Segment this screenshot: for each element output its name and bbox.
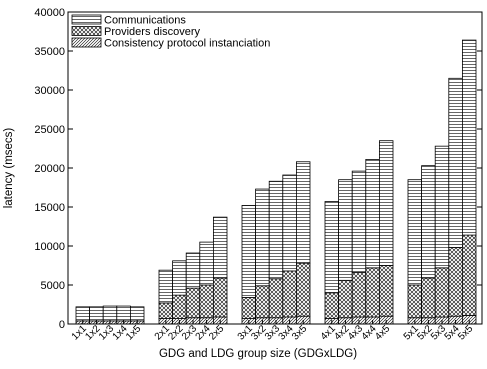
bar-segment-2x1-series-1	[158, 302, 174, 319]
bar-segment-2x3-series-2	[185, 252, 201, 289]
bar-segment-4x4-series-2	[365, 159, 380, 269]
plot-area	[75, 39, 477, 325]
x-tick-label: 5x5	[456, 323, 475, 342]
bar-segment-5x3-series-1	[434, 267, 450, 318]
y-tick-label: 15000	[34, 202, 65, 214]
legend-swatch	[71, 37, 102, 48]
legend-swatch	[71, 14, 102, 25]
bar-segment-4x4-series-1	[365, 267, 380, 318]
bar-segment-1x2-series-2	[89, 306, 104, 322]
bar-segment-5x4-series-1	[448, 247, 463, 317]
y-tick-label: 10000	[34, 241, 65, 253]
y-tick-label: 5000	[41, 280, 65, 292]
bar-segment-4x2-series-1	[338, 279, 353, 319]
bar-segment-1x4-series-2	[116, 305, 131, 322]
bar-segment-3x2-series-1	[255, 285, 270, 319]
bar-segment-3x3-series-2	[268, 180, 284, 280]
bar-segment-2x5-series-2	[212, 216, 228, 279]
bar-segment-3x2-series-2	[255, 188, 270, 287]
bar-segment-5x3-series-2	[434, 145, 450, 269]
bar-segment-3x5-series-2	[295, 161, 311, 264]
bar-segment-2x4-series-2	[199, 241, 214, 286]
bar-segment-2x2-series-1	[172, 294, 187, 319]
bar-segment-4x1-series-2	[324, 201, 340, 294]
y-tick-label: 25000	[34, 124, 65, 136]
bar-segment-3x5-series-1	[295, 262, 311, 317]
bar-segment-4x5-series-2	[378, 140, 394, 266]
y-tick-label: 20000	[34, 163, 65, 175]
bar-segment-5x5-series-1	[461, 234, 477, 316]
x-axis-title: GDG and LDG group size (GDGxLDG)	[159, 348, 357, 360]
bar-segment-1x3-series-2	[102, 305, 118, 322]
bar-segment-1x1-series-2	[75, 306, 91, 322]
bar-segment-5x1-series-1	[407, 284, 423, 319]
legend-label: Consistency protocol instanciation	[104, 38, 270, 50]
bar-segment-4x3-series-2	[351, 170, 367, 273]
x-tick-label: 1x5	[124, 323, 143, 342]
bar-segment-5x1-series-2	[407, 179, 423, 286]
x-tick-label: 4x5	[373, 323, 392, 342]
legend-swatch	[71, 26, 102, 36]
bar-segment-2x1-series-2	[158, 269, 174, 304]
bar-segment-2x3-series-1	[185, 287, 201, 319]
y-tick-label: 35000	[34, 46, 65, 58]
bar-segment-1x5-series-2	[129, 306, 145, 322]
bar-segment-2x4-series-1	[199, 284, 214, 319]
bar-segment-4x2-series-2	[338, 179, 353, 281]
y-tick-label: 0	[59, 319, 65, 331]
y-tick-label: 30000	[34, 85, 65, 97]
bar-segment-3x1-series-2	[241, 205, 257, 298]
legend-label: Providers discovery	[104, 26, 200, 38]
bar-segment-2x2-series-2	[172, 260, 187, 296]
bar-segment-5x4-series-2	[448, 77, 463, 248]
bar-segment-2x5-series-1	[212, 277, 228, 318]
bar-segment-4x1-series-1	[324, 292, 340, 319]
bar-segment-3x4-series-2	[282, 174, 297, 272]
bar-segment-5x2-series-2	[421, 165, 436, 279]
bar-segment-5x2-series-1	[421, 277, 436, 319]
x-tick-label: 2x5	[207, 323, 226, 342]
bar-segment-4x3-series-1	[351, 272, 367, 318]
y-tick-label: 40000	[34, 7, 65, 19]
bar-segment-3x3-series-1	[268, 278, 284, 319]
y-axis-title: latency (msecs)	[3, 128, 15, 209]
x-tick-label: 3x5	[290, 323, 309, 342]
bar-segment-4x5-series-1	[378, 265, 394, 317]
bar-segment-3x4-series-1	[282, 270, 297, 318]
bar-segment-5x5-series-2	[461, 39, 477, 236]
legend-label: Communications	[104, 15, 186, 27]
bar-segment-3x1-series-1	[241, 297, 257, 319]
